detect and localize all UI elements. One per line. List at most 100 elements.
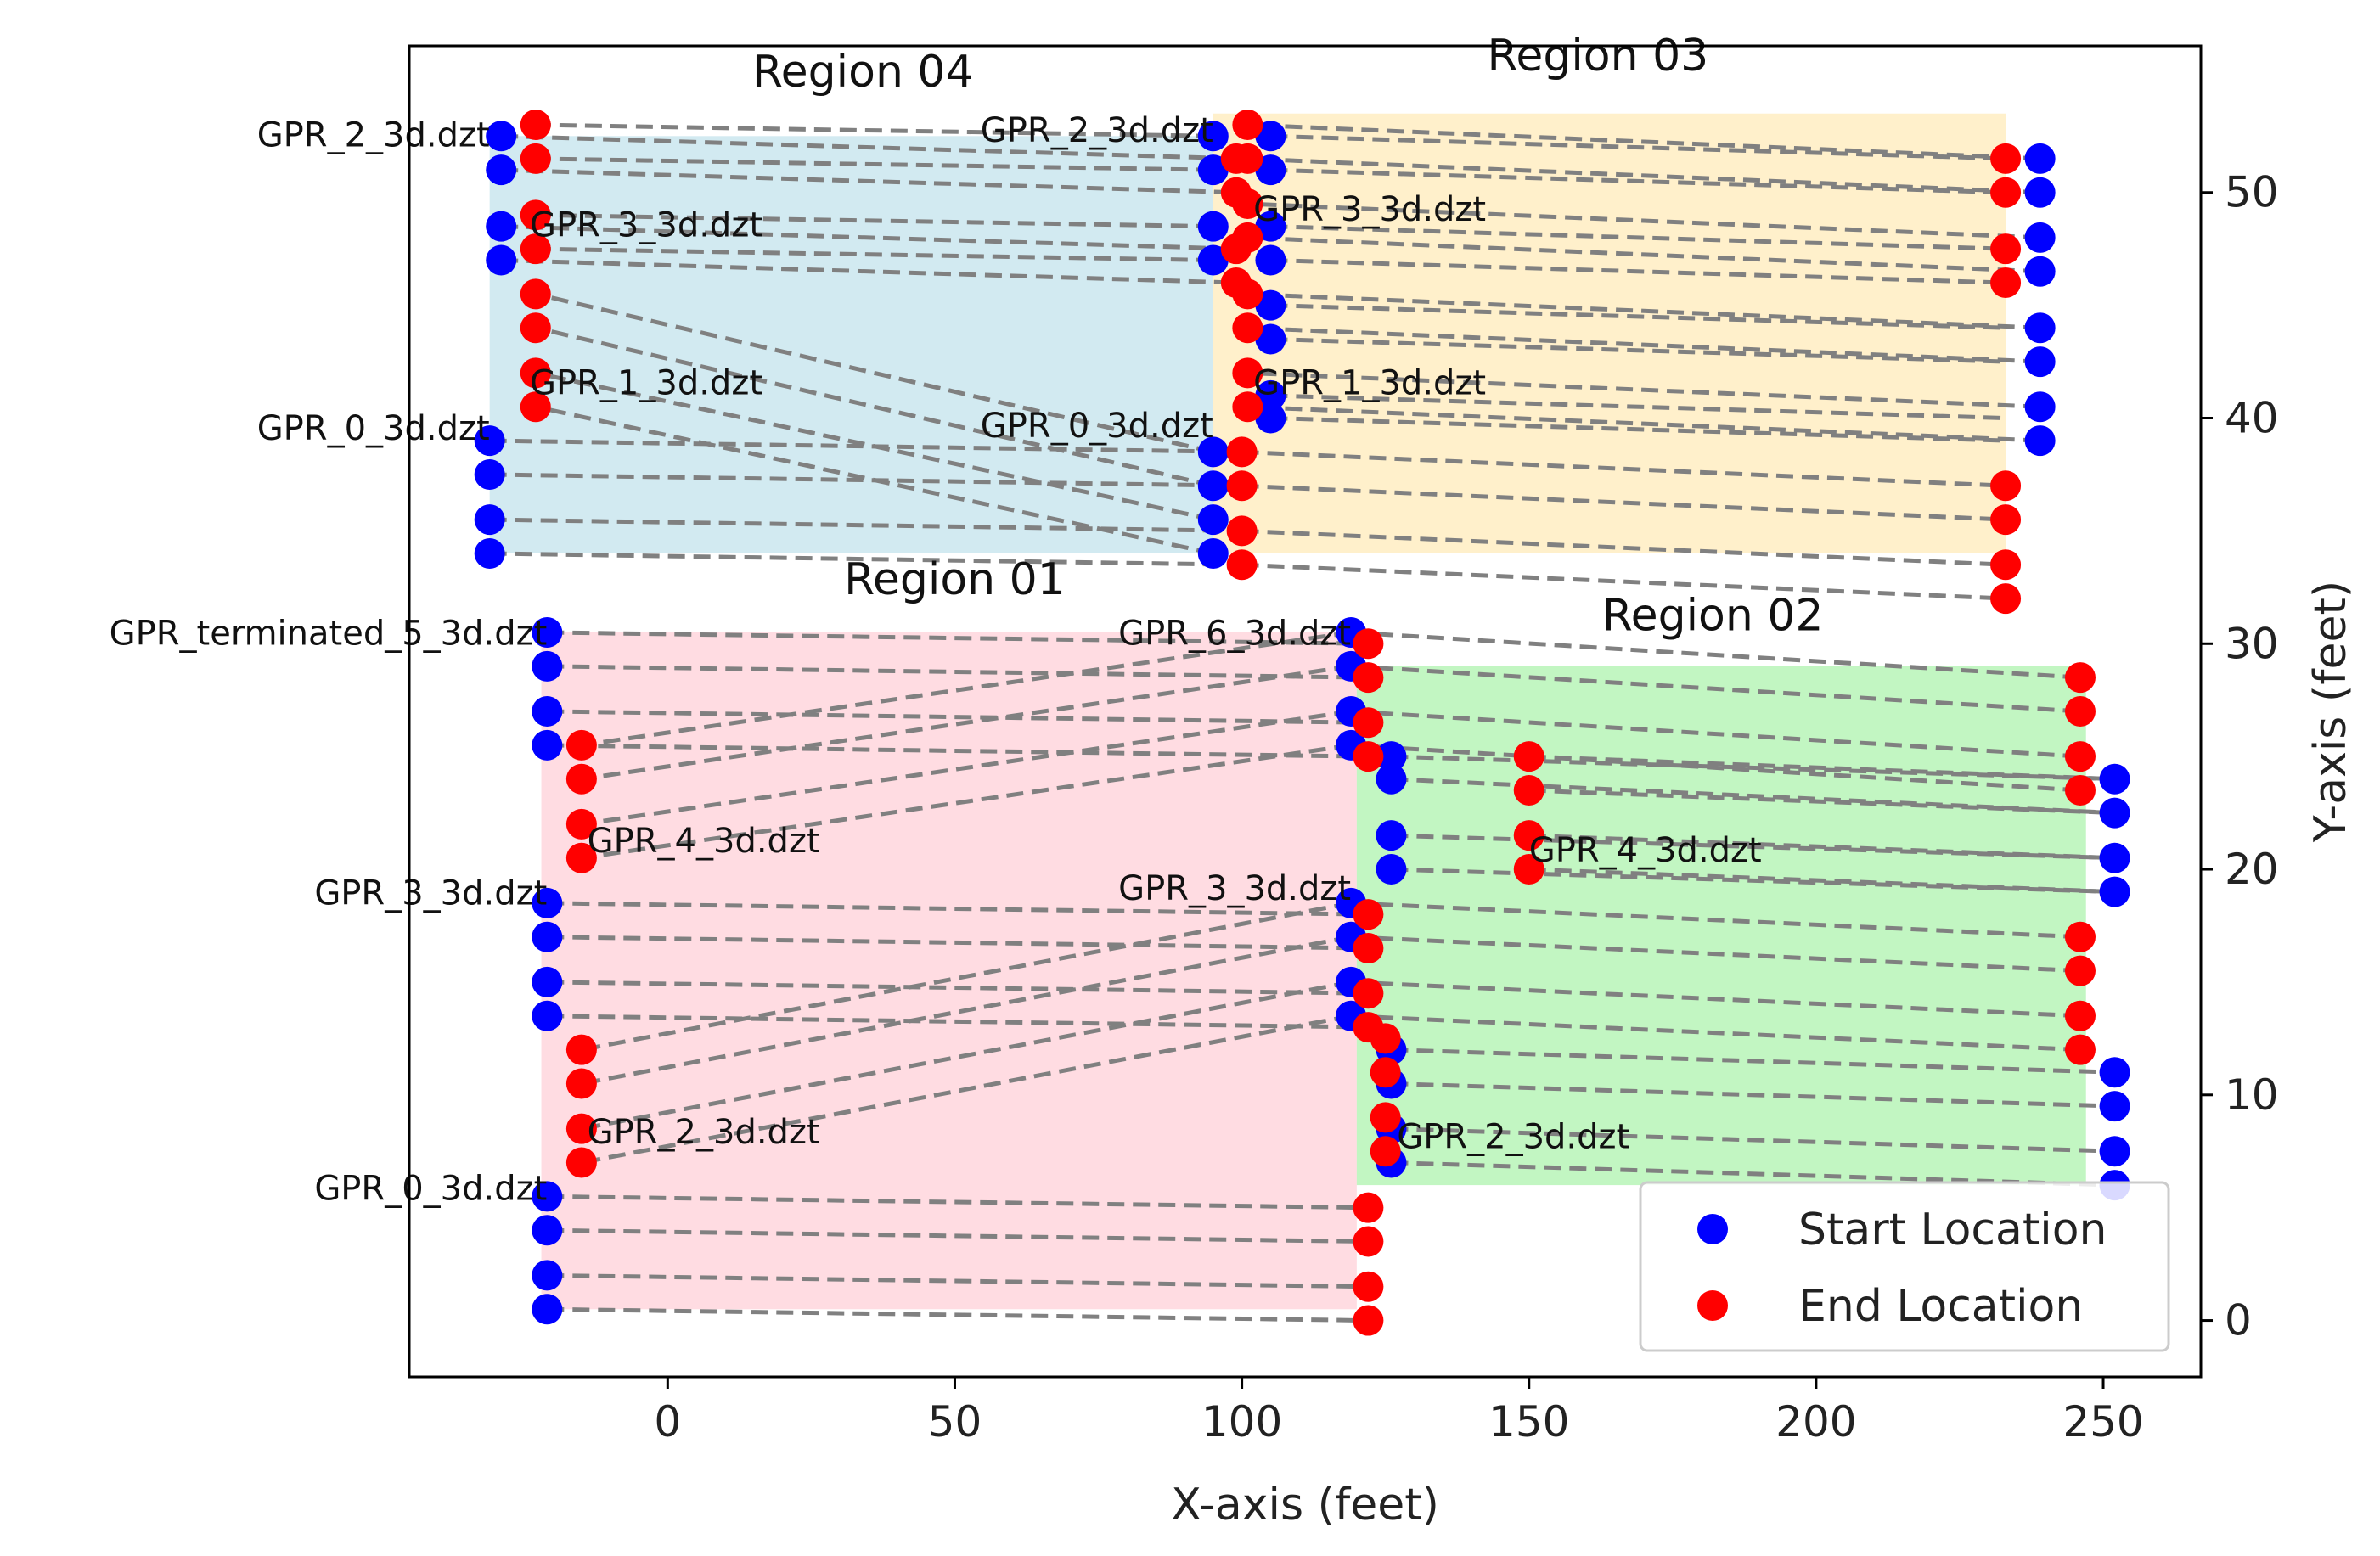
path-line	[1270, 416, 2006, 443]
path-line	[1270, 167, 2006, 195]
start-point	[1255, 211, 1286, 242]
end-point	[520, 357, 551, 389]
path-line	[501, 167, 1236, 195]
file-label: GPR_2_3d.dzt	[257, 115, 490, 154]
points-layer	[474, 110, 2130, 1336]
file-label: GPR_2_3d.dzt	[588, 1113, 820, 1152]
end-point	[1990, 549, 2022, 581]
start-point	[532, 921, 563, 952]
y-tick-label: 40	[2225, 394, 2279, 443]
path-line	[1350, 709, 2081, 759]
path-line	[489, 551, 1242, 567]
path-line	[581, 901, 1352, 1053]
y-tick-label: 20	[2225, 845, 2279, 894]
y-tick-label: 0	[2225, 1296, 2252, 1345]
file-label: GPR_terminated_5_3d.dzt	[110, 615, 548, 654]
legend-marker	[1697, 1214, 1728, 1244]
path-line	[489, 472, 1242, 488]
end-point	[520, 143, 551, 174]
start-point	[532, 1000, 563, 1031]
path-line	[1247, 122, 2040, 161]
path-line	[547, 743, 1369, 759]
y-tick-label: 50	[2225, 168, 2279, 217]
path-line	[1241, 528, 2006, 567]
end-point	[1990, 470, 2022, 502]
end-point	[1232, 143, 1263, 174]
legend-label: End Location	[1798, 1281, 2083, 1332]
legend-marker	[1697, 1290, 1728, 1321]
start-point	[1376, 741, 1407, 772]
end-point	[520, 312, 551, 344]
file-label: GPR_0_3d.dzt	[981, 407, 1213, 446]
end-point	[1370, 1023, 1401, 1054]
start-point	[1376, 763, 1407, 795]
start-point	[2099, 842, 2130, 873]
start-point	[2099, 1057, 2130, 1088]
path-line	[535, 122, 1213, 138]
path-line	[1528, 754, 2115, 782]
region-title: Region 01	[844, 554, 1066, 605]
end-point	[1990, 233, 2022, 265]
region-title: Region 03	[1488, 31, 1709, 81]
start-point	[1197, 121, 1229, 152]
path-line	[1247, 156, 2040, 195]
path-line	[1247, 404, 2040, 443]
end-point	[1232, 278, 1263, 310]
legend-box	[1639, 1181, 2170, 1352]
path-line	[1247, 291, 2040, 330]
x-tick-label: 100	[1201, 1397, 1282, 1446]
start-point	[1197, 154, 1229, 186]
start-point	[1197, 470, 1229, 502]
x-tick-label: 0	[654, 1397, 681, 1446]
end-point	[1226, 470, 1258, 502]
path-line	[547, 935, 1369, 951]
start-point	[2024, 177, 2056, 208]
file-label: GPR_0_3d.dzt	[257, 409, 490, 448]
end-point	[2064, 775, 2096, 806]
end-point	[565, 842, 597, 873]
end-point	[1370, 1136, 1401, 1167]
start-point	[2099, 876, 2130, 907]
path-line	[1241, 562, 2006, 601]
start-point	[532, 966, 563, 997]
start-point	[1255, 289, 1286, 321]
file-label: GPR_0_3d.dzt	[314, 1169, 547, 1208]
y-tick-label: 30	[2225, 619, 2279, 668]
start-point	[1197, 244, 1229, 276]
start-point	[474, 425, 505, 457]
end-point	[1353, 933, 1384, 964]
end-point	[2064, 662, 2096, 694]
start-point	[2099, 1091, 2130, 1122]
path-line	[1270, 133, 2006, 161]
legend-label: Start Location	[1798, 1205, 2107, 1255]
path-line	[1270, 303, 2006, 330]
end-point	[1353, 707, 1384, 739]
end-point	[1226, 436, 1258, 468]
file-label: GPR_6_3d.dzt	[1118, 615, 1351, 654]
region-title: Region 02	[1602, 590, 1824, 641]
labels-layer: Region 04 Region 03 Region 01 Region 02 GPR_…	[110, 31, 1824, 1208]
start-point	[532, 729, 563, 761]
start-point	[2099, 763, 2130, 795]
path-line	[547, 630, 1369, 646]
start-point	[2024, 312, 2056, 344]
end-point	[565, 729, 597, 761]
path-line	[547, 901, 1369, 917]
start-point	[474, 458, 505, 490]
end-point	[565, 763, 597, 795]
region-region-04-area	[489, 136, 1213, 553]
path-line	[1270, 393, 2006, 421]
end-point	[2064, 921, 2096, 952]
start-point	[532, 616, 563, 648]
end-point	[1353, 899, 1384, 930]
end-point	[1353, 741, 1384, 772]
path-line	[547, 1194, 1369, 1211]
end-point	[1232, 391, 1263, 423]
end-point	[1990, 504, 2022, 536]
legend: Start Location End Location	[1639, 1181, 2170, 1352]
end-point	[2064, 741, 2096, 772]
file-label: GPR_2_3d.dzt	[981, 111, 1213, 150]
end-point	[565, 1068, 597, 1099]
axes-layer: 0 50 100 150 200 250 0 10 20 30 40 50	[654, 168, 2278, 1446]
path-line	[501, 257, 1236, 285]
